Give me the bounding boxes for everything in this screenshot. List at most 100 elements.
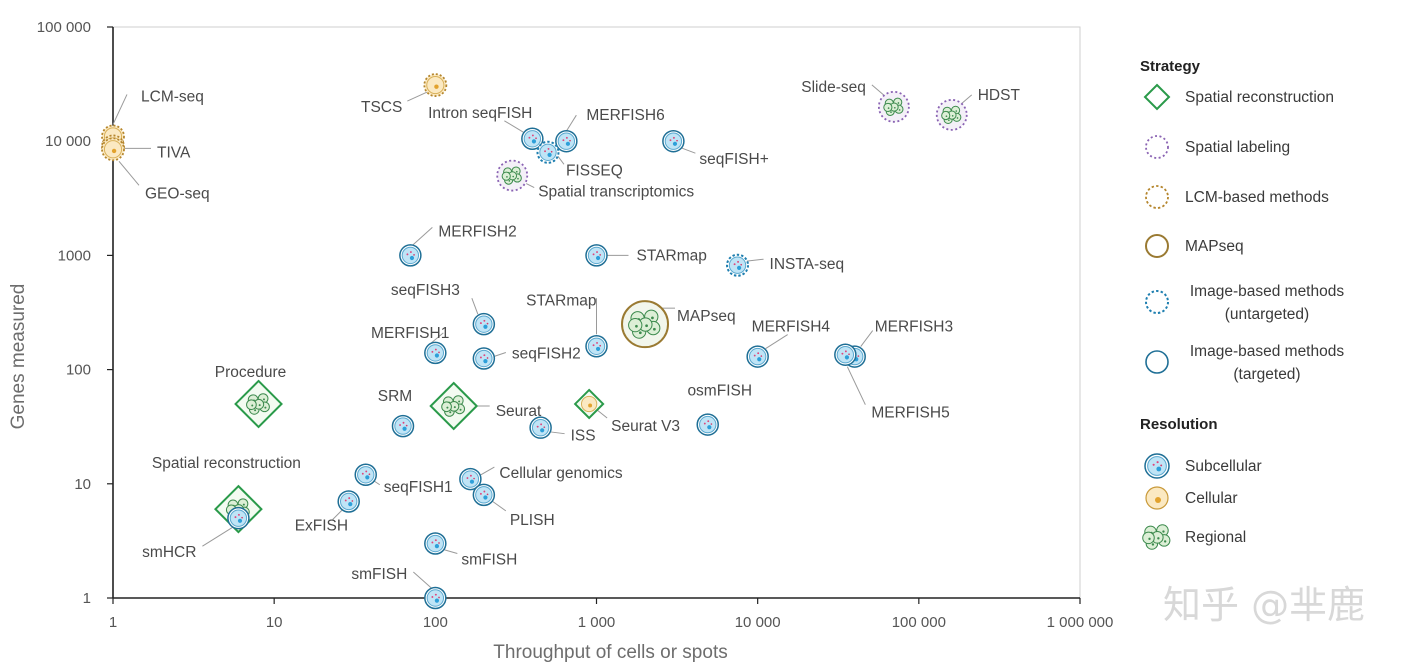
point-label: MERFISH3: [875, 319, 953, 336]
legend: Strategy Spatial reconstruction Spatial la…: [1140, 58, 1344, 550]
marker-labeling-regional: [877, 90, 910, 123]
marker-reconstruction-regional: [234, 379, 283, 429]
marker-image-targeted-subcellular: [585, 335, 608, 358]
point-label: MAPseq: [677, 308, 736, 325]
label-leader-line: [480, 466, 495, 476]
point-label: LCM-seq: [141, 88, 204, 105]
label-leader-line: [548, 431, 565, 435]
label-leader-line: [118, 160, 140, 186]
marker-image-targeted-subcellular: [746, 345, 769, 368]
point-label: INSTA-seq: [770, 256, 845, 273]
point-label: Spatial reconstruction: [152, 455, 301, 472]
point-label: MERFISH1: [371, 325, 449, 342]
label-leader-line: [846, 366, 866, 405]
point-label: seqFISH3: [391, 282, 460, 299]
y-tick-label: 10: [74, 476, 91, 493]
marker-image-targeted-subcellular: [472, 312, 496, 336]
x-tick-label: 1 000 000: [1047, 614, 1114, 631]
point-label: HDST: [978, 87, 1021, 104]
point-label: smFISH: [461, 552, 517, 569]
marker-lcm-cellular: [423, 73, 448, 97]
leader-lines: [112, 84, 973, 589]
legend-label-line2: (targeted): [1233, 366, 1300, 383]
legend-label: Image-based methods: [1190, 343, 1344, 360]
legend-resolution-item: Subcellular: [1144, 453, 1262, 479]
legend-symbol-cellular: [1145, 486, 1169, 510]
label-leader-line: [765, 334, 788, 350]
label-leader-line: [431, 332, 444, 344]
label-leader-line: [443, 549, 458, 554]
marker-image-targeted-subcellular: [662, 129, 685, 153]
point-label: seqFISH+: [699, 151, 768, 168]
legend-strategy-item: Image-based methods (untargeted): [1145, 283, 1344, 323]
point-label: ISS: [571, 428, 596, 445]
marker-image-targeted-subcellular: [424, 341, 447, 365]
marker-image-targeted-subcellular: [424, 532, 447, 555]
y-tick-label: 1: [83, 590, 91, 607]
marker-image-targeted-subcellular: [424, 586, 447, 610]
data-markers: [101, 73, 968, 610]
point-label: STARmap: [526, 292, 596, 309]
marker-image-targeted-subcellular: [391, 414, 415, 438]
axes: 1 10 100 1 000 10 000 100 000 1 000 000 1 10 100 1…: [37, 19, 1114, 631]
point-label: TIVA: [157, 144, 191, 161]
marker-image-targeted-subcellular: [585, 244, 608, 267]
marker-image-untargeted-subcellular: [536, 140, 560, 164]
y-tick-label: 1000: [58, 247, 91, 264]
point-label: MERFISH2: [438, 223, 516, 240]
label-leader-line: [860, 330, 874, 347]
point-label: MERFISH5: [871, 405, 949, 422]
marker-image-targeted-subcellular: [459, 467, 482, 491]
label-leader-line: [491, 500, 507, 512]
label-leader-line: [413, 571, 432, 589]
y-tick-label: 100: [66, 362, 91, 379]
point-label: STARmap: [637, 247, 707, 264]
legend-label: Regional: [1185, 529, 1246, 546]
point-label: MERFISH6: [586, 107, 664, 124]
legend-strategy-item: MAPseq: [1145, 234, 1244, 258]
x-tick-label: 1: [109, 614, 117, 631]
marker-image-targeted-subcellular: [354, 463, 377, 487]
label-leader-line: [565, 114, 577, 132]
label-leader-line: [526, 183, 535, 189]
marker-lcm-cellular: [101, 137, 125, 162]
label-leader-line: [407, 90, 430, 102]
point-label: FISSEQ: [566, 162, 623, 179]
legend-label-line2: (untargeted): [1225, 306, 1309, 323]
legend-label: MAPseq: [1185, 238, 1244, 255]
marker-image-targeted-subcellular: [529, 416, 552, 439]
legend-strategy-item: Spatial reconstruction: [1143, 83, 1334, 111]
point-label: seqFISH1: [384, 479, 453, 496]
legend-symbol: [1145, 185, 1169, 209]
marker-image-targeted-subcellular: [472, 483, 496, 507]
legend-strategy-item: LCM-based methods: [1145, 185, 1329, 209]
label-leader-line: [412, 227, 433, 246]
legend-label: LCM-based methods: [1185, 189, 1329, 206]
marker-image-targeted-subcellular: [696, 413, 719, 436]
label-leader-line: [332, 509, 344, 520]
point-label: ExFISH: [295, 517, 348, 534]
point-label: osmFISH: [687, 383, 752, 400]
point-labels: LCM-seq TIVA GEO-seq TSCS Intron seqFISH MERF…: [141, 79, 1020, 583]
label-leader-line: [557, 155, 565, 165]
marker-image-targeted-subcellular: [399, 244, 422, 267]
marker-labeling-regional: [496, 159, 529, 192]
point-label: Spatial transcriptomics: [538, 184, 694, 201]
label-leader-line: [596, 409, 608, 419]
marker-labeling-regional: [935, 98, 968, 131]
label-leader-line: [471, 297, 479, 315]
x-tick-label: 10 000: [735, 614, 781, 631]
label-leader-line: [112, 94, 128, 125]
marker-image-targeted-subcellular: [227, 506, 250, 530]
legend-strategy-item: Image-based methods (targeted): [1145, 343, 1344, 383]
x-tick-label: 100 000: [892, 614, 946, 631]
legend-resolution-item: Cellular: [1145, 486, 1238, 510]
point-label: Cellular genomics: [499, 465, 622, 482]
point-label: Slide-seq: [801, 79, 866, 96]
marker-image-untargeted-subcellular: [726, 253, 750, 277]
point-label: GEO-seq: [145, 185, 210, 202]
legend-symbol: [1145, 135, 1169, 159]
y-tick-label: 100 000: [37, 19, 91, 36]
legend-resolution-item: Regional: [1142, 524, 1246, 550]
